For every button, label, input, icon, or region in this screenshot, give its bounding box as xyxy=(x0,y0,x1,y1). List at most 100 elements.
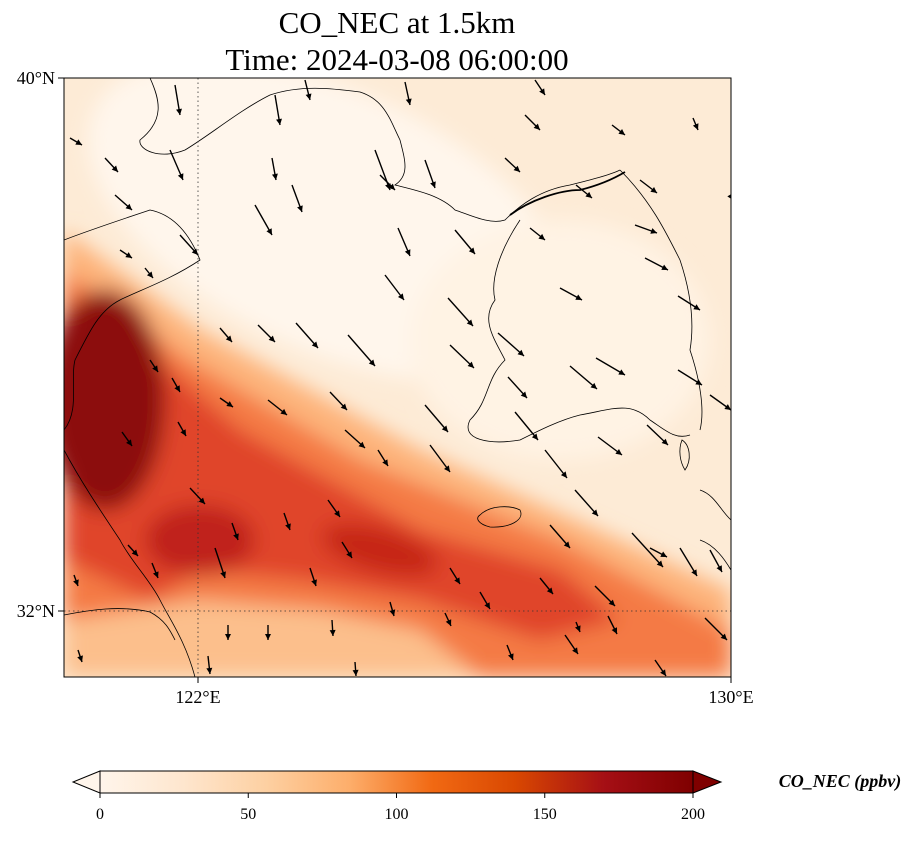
wind-arrow-head xyxy=(111,165,118,172)
wind-arrow-head xyxy=(691,569,697,576)
wind-arrow-head xyxy=(334,510,340,517)
wind-arrow-head xyxy=(206,667,213,674)
wind-arrow-head xyxy=(233,533,239,540)
wind-arrow-head xyxy=(533,123,540,130)
wind-arrow-head xyxy=(265,634,271,640)
colorbar-extend-min xyxy=(71,770,101,794)
colorbar-tick-label: 150 xyxy=(533,806,557,823)
coastline-tsushima xyxy=(679,439,690,471)
clean-air-region-east xyxy=(410,220,710,460)
wind-arrow-head xyxy=(297,205,303,212)
wind-arrow-head xyxy=(507,653,514,660)
wind-arrow-head xyxy=(131,549,138,556)
wind-arrow-head xyxy=(368,359,375,366)
border-dprk xyxy=(509,171,626,216)
wind-arrow-head xyxy=(720,633,727,640)
wind-arrow-head xyxy=(445,619,452,626)
wind-arrow-head xyxy=(311,579,317,586)
wind-arrow-head xyxy=(656,560,663,567)
wind-arrow-head xyxy=(225,335,232,342)
map-frame xyxy=(63,77,732,678)
coastline-korea-east xyxy=(619,169,703,431)
coastline-japan xyxy=(699,489,731,571)
wind-arrow xyxy=(514,411,539,441)
wind-arrow-head xyxy=(560,471,567,478)
wind-arrow-head xyxy=(225,634,231,640)
wind-arrow-head xyxy=(125,203,132,210)
axis-ticks xyxy=(58,77,732,683)
wind-arrow-head xyxy=(611,627,617,634)
wind-arrow-head xyxy=(329,629,336,636)
wind-arrow-head xyxy=(467,361,474,368)
colorbar-tick-label: 200 xyxy=(681,806,705,823)
wind-arrow-head xyxy=(575,294,582,300)
wind-arrow-head xyxy=(352,669,359,676)
wind-arrow-head xyxy=(572,647,578,654)
colorbar: 0 50 100 150 200 CO_NEC (ppbv) xyxy=(71,770,902,823)
wind-arrow-head xyxy=(513,165,520,172)
wind-arrow-head xyxy=(454,577,460,584)
coastline-china-east xyxy=(64,449,196,677)
plume-core-tertiary xyxy=(321,523,439,577)
plume-core-secondary xyxy=(145,505,255,575)
coastline-jeju xyxy=(477,506,522,528)
wind-arrow-head xyxy=(650,186,657,193)
colorbar-extend-max xyxy=(692,770,723,794)
coastline-korea-west xyxy=(467,219,691,443)
lon-label-130: 130°E xyxy=(708,687,753,707)
colorbar-tick-label: 50 xyxy=(240,806,256,823)
wind-arrow-head xyxy=(176,108,182,115)
gridlines xyxy=(64,78,731,677)
wind-arrow-head xyxy=(727,194,731,199)
colorbar-label: CO_NEC (ppbv) xyxy=(779,771,902,792)
wind-arrow-head xyxy=(77,655,83,662)
wind-arrow-head xyxy=(382,459,388,466)
wind-arrow-head xyxy=(305,93,312,100)
wind-arrow-head xyxy=(146,271,153,278)
wind-arrow-head xyxy=(152,571,159,578)
wind-arrow-head xyxy=(444,465,450,472)
coastlines xyxy=(64,78,731,677)
wind-arrow-head xyxy=(484,602,490,609)
wind-arrow-head xyxy=(724,404,731,410)
title-line2: Time: 2024-03-08 06:00:00 xyxy=(225,42,568,77)
wind-arrow-head xyxy=(389,609,396,616)
wind-arrow-head xyxy=(311,341,318,348)
wind-arrow-head xyxy=(692,123,699,130)
wind-arrow-head xyxy=(271,173,278,180)
wind-arrow xyxy=(631,532,664,568)
wind-arrow-head xyxy=(430,181,436,188)
lat-label-32: 32°N xyxy=(17,601,55,621)
wind-arrow-head xyxy=(198,497,205,504)
coastline-yangtze xyxy=(64,608,176,641)
colorbar-fill xyxy=(100,771,693,793)
wind-arrow-head xyxy=(695,379,702,385)
wind-arrow-head xyxy=(180,429,186,436)
wind-arrow-head xyxy=(538,233,545,240)
wind-arrow-head xyxy=(276,118,282,125)
lon-label-122: 122°E xyxy=(175,687,220,707)
wind-arrow-head xyxy=(520,391,527,398)
colorbar-tick-label: 100 xyxy=(385,806,409,823)
wind-arrow-head xyxy=(650,228,657,234)
wind-arrow-head xyxy=(125,252,132,258)
wind-arrow-head xyxy=(716,565,722,572)
lat-label-40: 40°N xyxy=(17,68,55,88)
wind-arrow xyxy=(447,297,474,327)
wind-arrow-head xyxy=(226,401,233,407)
wind-vectors xyxy=(69,79,731,677)
wind-arrow-head xyxy=(539,88,545,95)
wind-arrow-head xyxy=(358,441,365,448)
wind-arrow-head xyxy=(615,449,622,455)
wind-arrow-head xyxy=(346,551,352,558)
wind-arrow-head xyxy=(618,128,625,135)
wind-arrow-head xyxy=(574,625,581,632)
colorbar-ticks: 0 50 100 150 200 xyxy=(96,793,705,823)
wind-arrow-head xyxy=(152,365,158,372)
wind-arrow-head xyxy=(285,523,291,530)
wind-arrow-head xyxy=(266,228,272,235)
wind-arrow-head xyxy=(466,319,473,326)
wind-arrow xyxy=(347,334,376,367)
wind-arrow-head xyxy=(174,385,180,392)
